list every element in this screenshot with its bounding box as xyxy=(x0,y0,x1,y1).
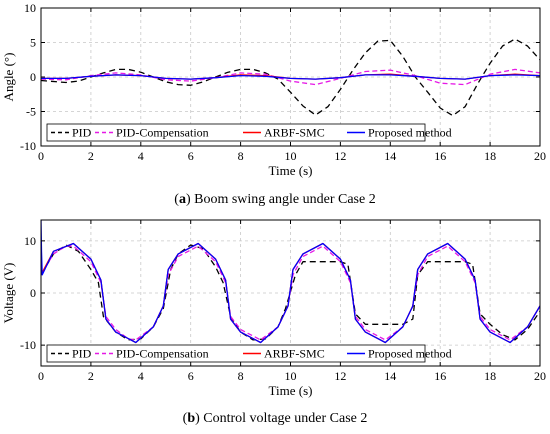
legend-label: PID-Compensation xyxy=(116,347,209,361)
legend-box xyxy=(46,123,426,142)
legend-box xyxy=(46,344,426,363)
x-tick-label: 2 xyxy=(88,369,94,383)
series-group xyxy=(41,220,540,344)
series-group xyxy=(41,38,540,117)
legend-label: PID xyxy=(72,347,92,361)
x-tick-label: 18 xyxy=(484,149,496,163)
x-tick-label: 8 xyxy=(238,369,244,383)
x-tick-label: 4 xyxy=(138,369,144,383)
legend-label: ARBF-SMC xyxy=(264,347,325,361)
legend-label: Proposed method xyxy=(368,347,452,361)
x-axis-title: Time (s) xyxy=(269,383,313,398)
series-line-pid-compensation xyxy=(41,245,540,341)
y-tick-label: 10 xyxy=(24,234,36,248)
y-tick-label: -10 xyxy=(20,338,36,352)
y-tick-label: 10 xyxy=(24,1,36,15)
x-tick-label: 2 xyxy=(88,149,94,163)
x-tick-label: 20 xyxy=(534,369,546,383)
legend: PID PID-Compensation ARBF-SMC Proposed meth… xyxy=(46,344,452,363)
x-tick-label: 0 xyxy=(38,369,44,383)
y-tick-label: -5 xyxy=(26,105,36,119)
y-axis-title: Angle (°) xyxy=(1,53,16,102)
legend-label: ARBF-SMC xyxy=(264,126,325,140)
legend-label: PID-Compensation xyxy=(116,126,209,140)
y-tick-label: 5 xyxy=(30,36,36,50)
x-tick-label: 16 xyxy=(434,149,446,163)
series-line-proposed-method xyxy=(41,74,540,80)
x-tick-label: 16 xyxy=(434,369,446,383)
caption-b-label: b xyxy=(187,411,196,426)
y-tick-label: 0 xyxy=(30,286,36,300)
y-tick-label: 0 xyxy=(30,70,36,84)
caption-b: (b) Control voltage under Case 2 xyxy=(182,411,368,426)
series-line-pid-compensation xyxy=(41,68,540,86)
x-axis-title: Time (s) xyxy=(269,163,313,178)
y-axis-title: Voltage (V) xyxy=(1,263,16,324)
x-tick-label: 10 xyxy=(285,149,297,163)
x-tick-label: 12 xyxy=(334,369,346,383)
x-tick-label: 14 xyxy=(384,149,396,163)
x-tick-label: 0 xyxy=(38,149,44,163)
y-tick-label: -10 xyxy=(20,139,36,153)
x-tick-label: 14 xyxy=(384,369,396,383)
x-tick-label: 6 xyxy=(188,149,194,163)
x-tick-label: 4 xyxy=(138,149,144,163)
caption-b-text: Control voltage under Case 2 xyxy=(203,411,368,426)
x-tick-label: 20 xyxy=(534,149,546,163)
x-tick-label: 6 xyxy=(188,369,194,383)
series-line-pid xyxy=(41,38,540,117)
x-tick-label: 12 xyxy=(334,149,346,163)
x-tick-label: 8 xyxy=(238,149,244,163)
series-line-proposed-method xyxy=(41,220,540,344)
x-tick-label: 10 xyxy=(285,369,297,383)
caption-a-label: a xyxy=(178,192,186,207)
legend-label: Proposed method xyxy=(368,126,452,140)
caption-a: (a) Boom swing angle under Case 2 xyxy=(174,192,376,207)
legend-label: PID xyxy=(72,126,92,140)
x-tick-label: 18 xyxy=(484,369,496,383)
caption-a-text: Boom swing angle under Case 2 xyxy=(194,192,376,207)
legend: PID PID-Compensation ARBF-SMC Proposed meth… xyxy=(46,123,452,142)
